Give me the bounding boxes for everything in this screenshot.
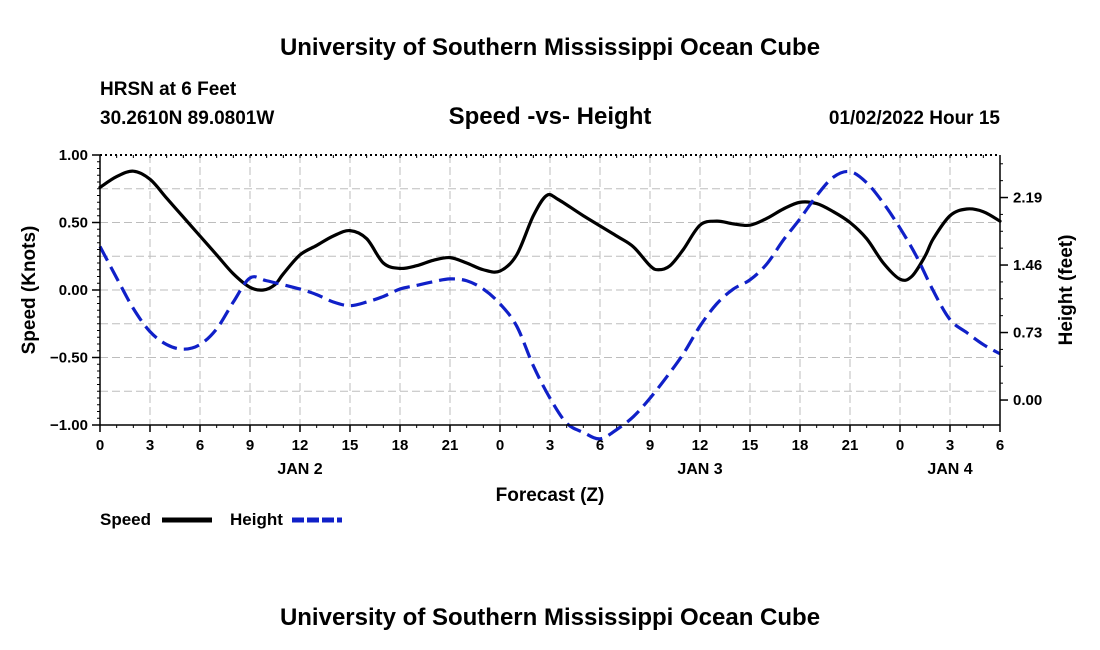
series-layer — [98, 169, 1002, 441]
station-name: HRSN at 6 Feet — [100, 79, 237, 100]
y2-tick-label: 1.46 — [1013, 257, 1042, 274]
y-tick-label: 0.50 — [59, 215, 88, 232]
x-tick-label: 6 — [596, 437, 604, 454]
timestamp: 01/02/2022 Hour 15 — [829, 108, 1001, 129]
series-line-height — [98, 169, 1001, 441]
y-tick-label: −1.00 — [50, 417, 88, 434]
x-tick-label: 18 — [792, 437, 809, 454]
y2-tick-label: 2.19 — [1013, 190, 1042, 207]
date-label: JAN 3 — [677, 461, 722, 478]
x-tick-label: 15 — [742, 437, 759, 454]
y2-axis-label: Height (feet) — [1056, 235, 1077, 346]
x-tick-label: 12 — [692, 437, 709, 454]
x-tick-label: 12 — [292, 437, 309, 454]
chart-title: Speed -vs- Height — [449, 103, 652, 130]
x-tick-label: 9 — [646, 437, 654, 454]
y2-tick-label: 0.00 — [1013, 392, 1042, 409]
legend: Speed Height — [100, 510, 342, 529]
x-tick-label: 21 — [442, 437, 459, 454]
date-label: JAN 2 — [277, 461, 322, 478]
x-tick-label: 3 — [946, 437, 954, 454]
x-tick-label: 18 — [392, 437, 409, 454]
x-tick-label: 0 — [96, 437, 104, 454]
x-tick-label: 15 — [342, 437, 359, 454]
y-tick-label: −0.50 — [50, 350, 88, 367]
y-tick-label: 0.00 — [59, 282, 88, 299]
y-axis-label: Speed (Knots) — [19, 226, 40, 355]
x-tick-label: 6 — [996, 437, 1004, 454]
legend-height-label: Height — [230, 510, 283, 529]
y-tick-label: 1.00 — [59, 147, 88, 164]
page-title-top: University of Southern Mississippi Ocean… — [280, 34, 820, 61]
axis-ticks: 0 3 6 9 12 15 18 21 0 3 6 9 12 15 18 21 0 3 6 JAN 2 JAN 3 JAN… — [50, 147, 1042, 478]
y2-tick-label: 0.73 — [1013, 325, 1042, 342]
station-coords: 30.2610N 89.0801W — [100, 108, 274, 129]
x-tick-label: 3 — [146, 437, 154, 454]
x-tick-label: 9 — [246, 437, 254, 454]
x-axis-label: Forecast (Z) — [496, 485, 605, 506]
x-tick-label: 0 — [896, 437, 904, 454]
x-tick-label: 6 — [196, 437, 204, 454]
legend-speed-label: Speed — [100, 510, 151, 529]
page-title-bottom: University of Southern Mississippi Ocean… — [280, 604, 820, 631]
series-line-speed — [98, 169, 1002, 292]
x-tick-label: 21 — [842, 437, 859, 454]
x-tick-label: 3 — [546, 437, 554, 454]
grid-lines — [100, 155, 1000, 425]
date-label: JAN 4 — [927, 461, 972, 478]
x-tick-label: 0 — [496, 437, 504, 454]
